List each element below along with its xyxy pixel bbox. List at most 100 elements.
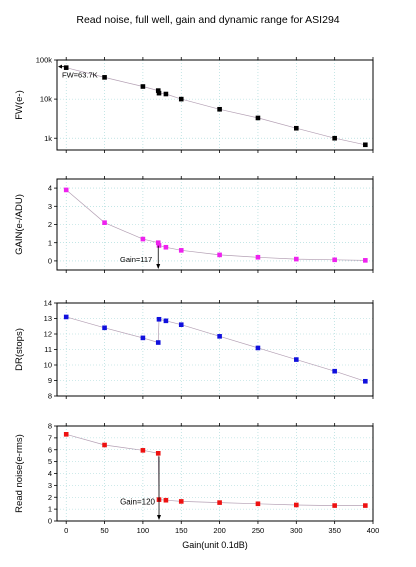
- x-tick-label: 50: [100, 526, 108, 535]
- y-tick-label: 11: [44, 345, 52, 354]
- data-point: [255, 501, 261, 507]
- data-point: [332, 368, 337, 374]
- series-line: [66, 67, 366, 146]
- x-tick-label: 350: [328, 526, 341, 535]
- data-point: [102, 442, 107, 448]
- y-tick-label: 8: [48, 422, 52, 431]
- data-point: [178, 322, 184, 327]
- data-point: [163, 497, 169, 503]
- data-point: [217, 500, 222, 505]
- x-axis-label: Gain(unit 0.1dB): [182, 540, 248, 550]
- x-tick-label: 150: [175, 526, 188, 535]
- x-tick-label: 0: [64, 526, 68, 535]
- data-point: [102, 220, 107, 225]
- y-tick-label: 9: [48, 376, 52, 385]
- data-point: [178, 499, 184, 504]
- data-point: [217, 252, 222, 258]
- data-point: [363, 258, 368, 263]
- y-tick-label: 7: [48, 433, 52, 442]
- data-point: [178, 96, 184, 102]
- data-point: [140, 448, 146, 453]
- data-point: [102, 325, 107, 331]
- series-line: [65, 189, 366, 261]
- data-point: [102, 75, 107, 80]
- plot-frame: [56, 425, 374, 522]
- data-point: [294, 357, 299, 362]
- annotation-arrowhead: [156, 264, 161, 269]
- data-point: [163, 244, 169, 250]
- panel-dr: 8 9 10 11 12 13 14 DR(stops): [14, 299, 374, 401]
- data-point: [155, 340, 161, 345]
- data-point: [332, 135, 337, 141]
- y-tick-label: 1k: [44, 134, 52, 143]
- y-tick-label: 14: [44, 299, 52, 308]
- x-tick-label: 100: [137, 526, 150, 535]
- data-point: [217, 334, 222, 339]
- y-tick-label: 10k: [40, 95, 52, 104]
- annotation-arrowhead: [157, 515, 162, 520]
- data-point: [63, 314, 69, 320]
- x-tick-label: 250: [252, 526, 265, 535]
- y-tick-label: 3: [48, 202, 52, 211]
- y-axis-label: DR(stops): [14, 328, 25, 371]
- y-tick-label: 8: [48, 392, 52, 401]
- figure-title: Read noise, full well, gain and dynamic …: [76, 14, 340, 26]
- data-point: [255, 345, 261, 351]
- data-point: [363, 503, 368, 508]
- annotation-label: FW=63.7K: [62, 71, 98, 80]
- series-line: [66, 316, 366, 382]
- data-point: [140, 236, 146, 242]
- y-tick-label: 4: [48, 469, 52, 478]
- data-point: [156, 316, 162, 322]
- x-tick-label: 400: [367, 526, 380, 535]
- annotation-arrowhead: [58, 64, 62, 69]
- data-point: [63, 432, 69, 437]
- y-axis-label: GAIN(e-/ADU): [14, 194, 25, 255]
- panel-fw: 1k 10k 100k FW(e-) FW=63.7K: [14, 56, 374, 153]
- data-point: [140, 335, 146, 341]
- y-tick-label: 12: [44, 330, 52, 339]
- y-axis-label: FW(e-): [14, 90, 25, 120]
- data-point: [332, 257, 337, 263]
- data-point: [294, 502, 299, 508]
- data-point: [163, 91, 169, 97]
- data-point: [155, 451, 161, 456]
- data-point: [163, 318, 169, 324]
- y-tick-label: 0: [48, 517, 52, 526]
- x-tick-label: 200: [213, 526, 226, 535]
- data-point: [156, 243, 162, 248]
- y-axis-label: Read noise(e-rms): [14, 434, 25, 513]
- annotation-label: Gain=117: [120, 255, 152, 264]
- y-tick-label: 3: [48, 481, 52, 490]
- y-tick-label: 2: [48, 220, 52, 229]
- data-point: [178, 248, 184, 253]
- y-tick-label: 4: [48, 184, 52, 193]
- data-point: [255, 115, 261, 121]
- data-point: [156, 90, 162, 96]
- data-point: [332, 503, 337, 508]
- data-point: [63, 65, 69, 70]
- data-point: [155, 88, 161, 93]
- data-point: [294, 125, 299, 131]
- series-line: [66, 433, 366, 506]
- data-point: [63, 187, 69, 193]
- y-tick-label: 100k: [36, 56, 53, 65]
- y-tick-label: 13: [44, 314, 52, 323]
- data-point: [217, 106, 222, 112]
- x-tick-label: 300: [290, 526, 303, 535]
- data-point: [363, 142, 368, 148]
- data-point: [255, 254, 261, 260]
- data-point: [155, 240, 161, 245]
- y-tick-label: 1: [48, 238, 52, 247]
- panel-gain: 0 1 2 3 4 GAIN(e-/ADU) Gain=117: [14, 176, 374, 273]
- y-tick-label: 6: [48, 445, 52, 454]
- annotation-label: Gain=120: [120, 498, 155, 507]
- y-tick-label: 2: [48, 493, 52, 502]
- y-tick-label: 0: [48, 257, 52, 266]
- y-tick-label: 5: [48, 457, 52, 466]
- y-tick-label: 10: [44, 361, 52, 370]
- data-point: [363, 378, 368, 384]
- plot-frame: [56, 302, 374, 397]
